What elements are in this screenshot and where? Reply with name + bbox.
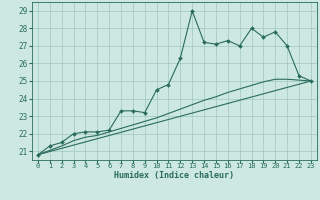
- X-axis label: Humidex (Indice chaleur): Humidex (Indice chaleur): [115, 171, 234, 180]
